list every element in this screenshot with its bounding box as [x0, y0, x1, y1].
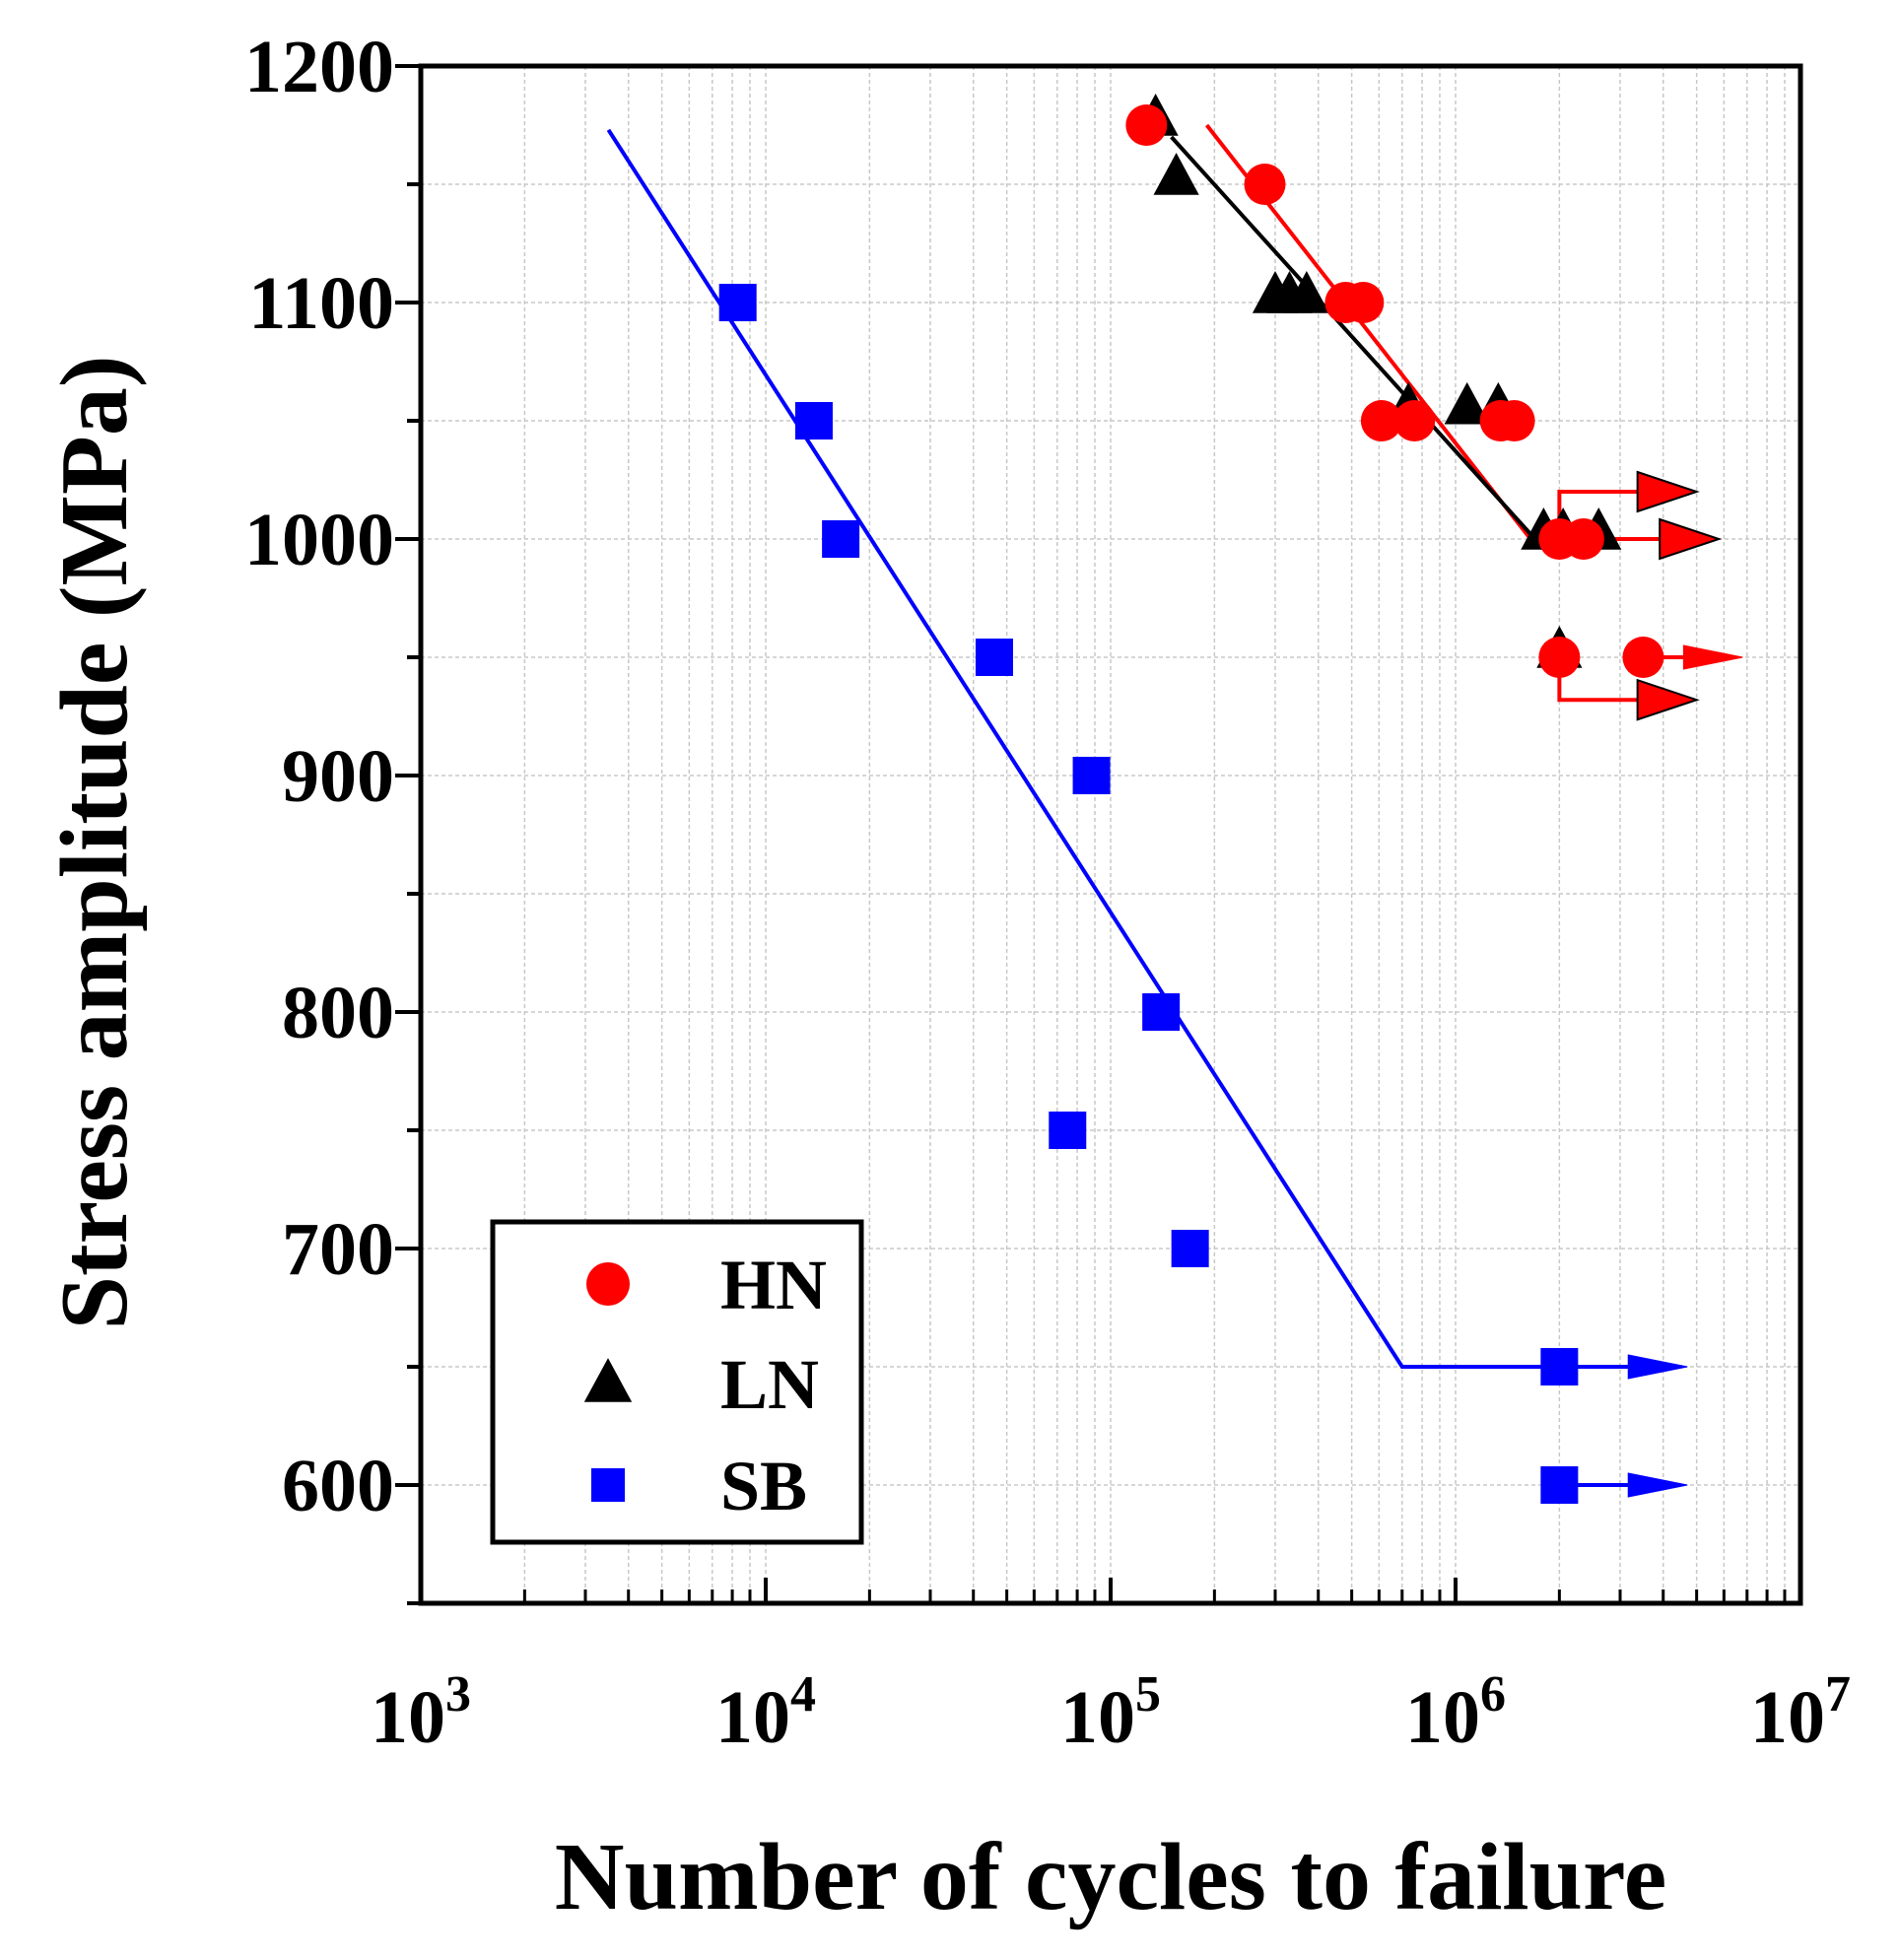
sb-point — [1171, 1230, 1209, 1267]
ln-fit-line — [1170, 135, 1537, 541]
hn-point — [1538, 637, 1581, 678]
ln-point — [1444, 381, 1490, 425]
y-tick-label: 800 — [282, 972, 394, 1054]
hn-point — [1493, 400, 1535, 441]
hn-runout-arrow-head — [1682, 644, 1743, 670]
y-tick-label: 1200 — [244, 26, 394, 108]
x-tick-label: 104 — [715, 1666, 816, 1759]
sb-point — [975, 639, 1013, 676]
x-tick-label: 103 — [371, 1666, 471, 1759]
sb-point — [1049, 1112, 1087, 1149]
grid — [421, 66, 1800, 1603]
legend-ln-label: LN — [720, 1345, 819, 1424]
legend-sb-label: SB — [720, 1447, 807, 1525]
y-tick-label: 700 — [282, 1208, 394, 1291]
sb-point — [1142, 993, 1181, 1031]
y-tick-label: 600 — [282, 1445, 394, 1527]
legend-sb-marker — [591, 1468, 625, 1502]
sb-runout-arrow-head — [1627, 1472, 1688, 1498]
hn-runout-arrow-head — [1659, 517, 1723, 561]
sb-point — [1072, 757, 1111, 794]
sb-runout-arrow-head — [1627, 1354, 1688, 1380]
ln-point — [1283, 271, 1329, 313]
x-axis-title: Number of cycles to failure — [555, 1824, 1667, 1930]
legend-hn-label: HN — [720, 1246, 827, 1324]
ln-point — [1153, 153, 1199, 195]
legend: HN LN SB — [490, 1219, 864, 1545]
legend-hn-marker — [586, 1262, 630, 1306]
hn-point — [1360, 400, 1402, 441]
hn-runout-arrow-head — [1636, 470, 1700, 513]
sb-point — [1540, 1348, 1579, 1386]
runout-arrows — [1557, 470, 1743, 1498]
x-tick-label: 107 — [1750, 1666, 1851, 1759]
sb-point — [718, 284, 757, 321]
y-axis-title: Stress amplitude (MPa) — [41, 356, 148, 1330]
hn-point — [1244, 164, 1286, 205]
hn-point — [1342, 282, 1385, 323]
y-tick-label: 1000 — [244, 499, 394, 581]
sb-fit-line — [606, 128, 1560, 1369]
data-points — [718, 94, 1664, 1504]
sb-point — [794, 402, 833, 439]
tick-labels: 103 104 105 106 107 600 700 800 900 1000 1100 1200 — [244, 26, 1851, 1759]
y-tick-label: 900 — [282, 735, 394, 818]
legend-ln-marker — [583, 1358, 633, 1402]
x-tick-label: 106 — [1405, 1666, 1506, 1759]
y-tick-label: 1100 — [248, 262, 394, 345]
x-tick-label: 105 — [1060, 1666, 1161, 1759]
hn-point — [1562, 518, 1604, 560]
sb-point — [822, 520, 860, 558]
legend-box — [490, 1219, 864, 1545]
sb-point — [1540, 1466, 1579, 1504]
hn-point — [1393, 400, 1436, 441]
hn-runout-arrow-head — [1636, 678, 1700, 721]
hn-point — [1622, 637, 1664, 678]
plot-frame — [418, 63, 1803, 1606]
hn-point — [1125, 104, 1168, 146]
